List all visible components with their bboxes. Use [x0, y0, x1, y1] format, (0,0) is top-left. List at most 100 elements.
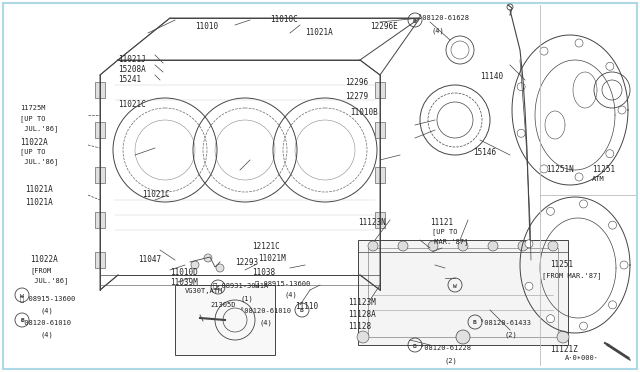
Circle shape [547, 207, 554, 215]
Text: JUL.'86]: JUL.'86] [20, 125, 58, 132]
Circle shape [579, 200, 588, 208]
Text: 11123M: 11123M [348, 298, 376, 307]
Circle shape [398, 241, 408, 251]
Text: 11021A: 11021A [305, 28, 333, 37]
Text: 11021A: 11021A [25, 185, 52, 194]
Text: 11123N: 11123N [358, 218, 386, 227]
Text: 11010: 11010 [195, 22, 218, 31]
Bar [95, 212, 105, 228]
Circle shape [518, 241, 528, 251]
Text: 11047: 11047 [138, 255, 161, 264]
Bar [358, 240, 568, 345]
Text: 11010D: 11010D [170, 268, 198, 277]
Text: I1010B: I1010B [350, 108, 378, 117]
Text: 12279: 12279 [345, 92, 368, 101]
Text: B: B [300, 308, 304, 314]
Text: 11022A: 11022A [20, 138, 48, 147]
Circle shape [606, 150, 614, 158]
Text: 11039M: 11039M [170, 278, 198, 287]
Text: 11110: 11110 [295, 302, 318, 311]
Text: A·0∗000·: A·0∗000· [565, 355, 599, 361]
Circle shape [525, 282, 533, 290]
Text: 12296E: 12296E [370, 22, 397, 31]
Text: [UP TO: [UP TO [432, 228, 458, 235]
Text: 11021M: 11021M [258, 254, 285, 263]
Text: Ⓢ 08931-3041A: Ⓢ 08931-3041A [213, 282, 268, 289]
Text: (4): (4) [40, 332, 52, 339]
Text: 12296: 12296 [345, 78, 368, 87]
Circle shape [547, 315, 554, 323]
Text: 15208A: 15208A [118, 65, 146, 74]
Circle shape [609, 301, 616, 309]
Text: 11128: 11128 [348, 322, 371, 331]
Bar [375, 82, 385, 98]
Text: (2): (2) [505, 332, 518, 339]
Circle shape [525, 240, 533, 248]
Bar [368, 248, 558, 337]
Circle shape [575, 39, 583, 47]
Text: (4): (4) [432, 27, 445, 33]
Text: (4): (4) [285, 292, 298, 298]
Bar [95, 167, 105, 183]
Circle shape [204, 254, 212, 262]
Text: [UP TO: [UP TO [20, 115, 45, 122]
Text: S: S [216, 285, 220, 291]
Circle shape [517, 129, 525, 137]
Text: 11251: 11251 [550, 260, 573, 269]
Circle shape [428, 241, 438, 251]
Bar [375, 212, 385, 228]
Circle shape [618, 106, 626, 114]
Circle shape [540, 47, 548, 55]
Bar [375, 252, 385, 268]
Bar [95, 82, 105, 98]
Text: (4): (4) [260, 320, 273, 327]
Text: ⓘ 08915-13600: ⓘ 08915-13600 [20, 295, 76, 302]
Text: VG30T,ATM: VG30T,ATM [185, 288, 223, 294]
Text: 11010C: 11010C [270, 15, 298, 24]
Text: 11021C: 11021C [142, 190, 170, 199]
Circle shape [548, 241, 558, 251]
Text: W: W [20, 294, 24, 298]
Text: 11725M: 11725M [20, 105, 45, 111]
Text: 12293: 12293 [235, 258, 258, 267]
Text: 11021J: 11021J [118, 55, 146, 64]
Text: 11021C: 11021C [118, 100, 146, 109]
Circle shape [609, 221, 616, 229]
Circle shape [458, 241, 468, 251]
Text: B: B [413, 343, 417, 349]
Text: B: B [20, 318, 24, 324]
Circle shape [579, 322, 588, 330]
Circle shape [606, 62, 614, 70]
Text: (1): (1) [240, 295, 253, 301]
Text: ATM: ATM [592, 176, 605, 182]
Text: 11140: 11140 [480, 72, 503, 81]
Text: B: B [413, 19, 417, 23]
Text: °08120-61228: °08120-61228 [420, 345, 471, 351]
Circle shape [191, 261, 199, 269]
Text: (2): (2) [445, 357, 458, 363]
Circle shape [456, 330, 470, 344]
Circle shape [540, 165, 548, 173]
Text: W: W [453, 283, 457, 289]
Circle shape [216, 264, 224, 272]
Text: (4): (4) [40, 307, 52, 314]
Text: 11121: 11121 [430, 218, 453, 227]
Text: [FROM: [FROM [30, 267, 51, 274]
Text: [FROM MAR.'87]: [FROM MAR.'87] [542, 272, 602, 279]
Text: 21305D: 21305D [210, 302, 236, 308]
Text: 11251: 11251 [592, 165, 615, 174]
Text: 12121C: 12121C [252, 242, 280, 251]
Circle shape [517, 83, 525, 91]
Text: [UP TO: [UP TO [20, 148, 45, 155]
Text: 15146: 15146 [473, 148, 496, 157]
Text: JUL.'86]: JUL.'86] [20, 158, 58, 165]
Text: B: B [473, 321, 477, 326]
Bar [95, 252, 105, 268]
Circle shape [620, 261, 628, 269]
Bar [95, 122, 105, 138]
Bar [175, 285, 275, 355]
Circle shape [357, 331, 369, 343]
Text: ⓘ 08915-13600: ⓘ 08915-13600 [255, 280, 310, 286]
Text: 11251N: 11251N [546, 165, 573, 174]
Text: MAR.'87]: MAR.'87] [430, 238, 468, 245]
